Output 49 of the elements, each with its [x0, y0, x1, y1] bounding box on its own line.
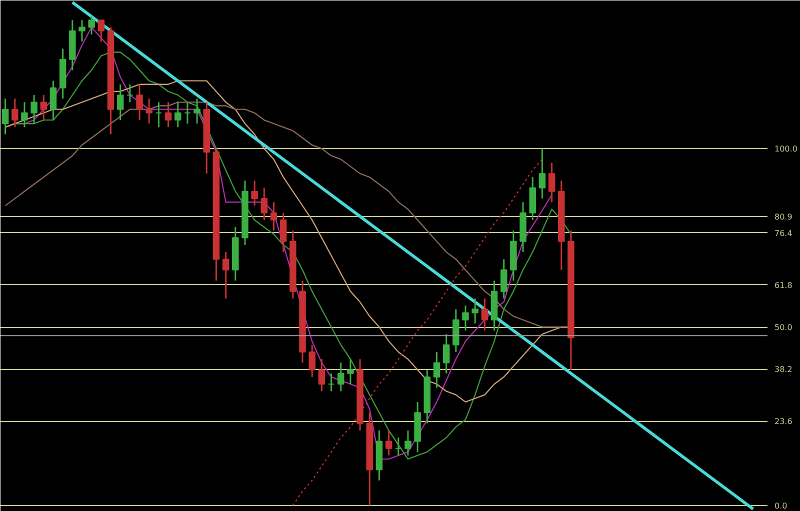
y-tick-label: 61.8: [774, 280, 792, 290]
y-tick-label: 76.4: [774, 228, 792, 238]
y-tick-label: 80.9: [774, 212, 792, 222]
y-tick-label: 38.2: [774, 365, 792, 374]
candlestick: [395, 436, 402, 456]
candlestick: [12, 98, 18, 128]
candlestick: [500, 258, 508, 300]
y-tick-label: 23.6: [774, 417, 792, 426]
candlestick: [538, 148, 546, 200]
y-tick-label: 0.0: [774, 501, 788, 510]
candlestick: [78, 19, 86, 42]
candlestick: [548, 162, 556, 203]
candlestick: [404, 430, 412, 456]
y-tick-label: 100.0: [774, 144, 798, 154]
candlestick: [136, 84, 143, 121]
candlestick: [442, 333, 450, 374]
candlestick: [318, 358, 326, 392]
y-tick-label: 50.0: [774, 323, 792, 332]
candlestick: [21, 101, 28, 128]
candlestick: [194, 98, 200, 124]
candlestick: [116, 84, 124, 121]
candlestick: [98, 19, 105, 42]
candlestick: [88, 16, 95, 36]
candlestick: [337, 362, 344, 392]
candlestick: [328, 372, 335, 392]
candlestick: [251, 180, 258, 206]
candlestick: [270, 201, 278, 232]
line-series: [292, 158, 543, 506]
candlestick: [174, 101, 182, 128]
candlestick: [184, 101, 191, 124]
candlestick: [260, 187, 268, 221]
candlestick: [280, 212, 287, 253]
candlestick: [481, 298, 488, 332]
candlestick: [433, 351, 440, 388]
candlestick: [2, 98, 9, 136]
candlestick: [385, 430, 392, 456]
candlestick: [50, 80, 57, 121]
candlestick: [347, 358, 354, 385]
candlestick: [155, 101, 162, 128]
line-series: [70, 0, 755, 510]
candlestick: [472, 298, 478, 324]
candlestick: [462, 304, 469, 332]
candlestick: [40, 94, 48, 121]
candlestick: [222, 251, 230, 300]
candlestick: [30, 94, 38, 124]
candlestick: [308, 344, 316, 378]
candlestick: [146, 98, 152, 124]
candlestick: [126, 84, 134, 103]
candlestick: [164, 101, 172, 128]
